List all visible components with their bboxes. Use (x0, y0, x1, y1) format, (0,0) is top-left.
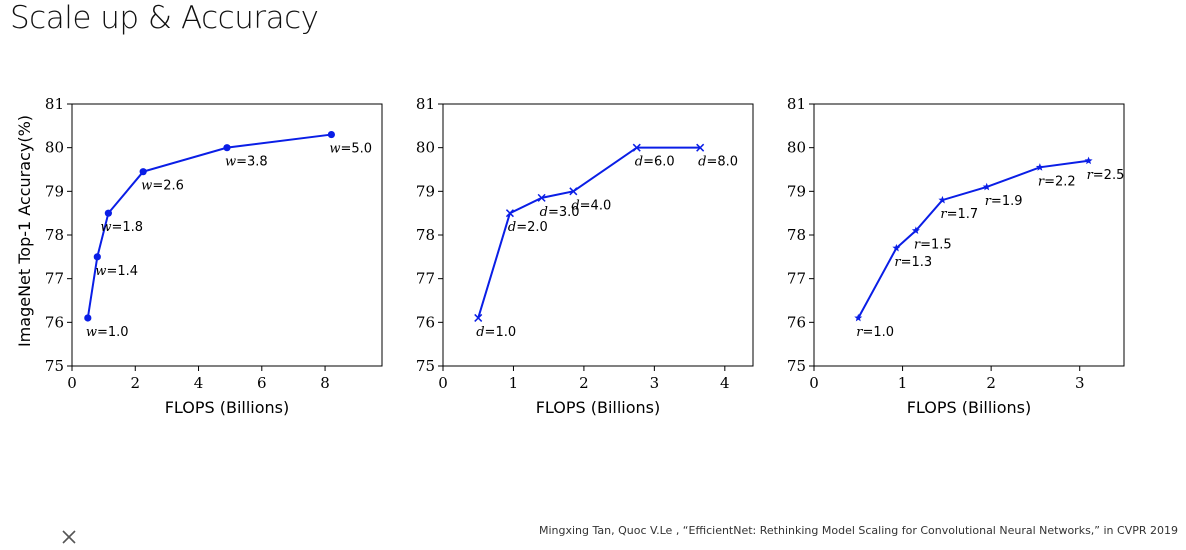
data-point (474, 313, 483, 322)
data-point (505, 209, 514, 218)
data-label: d=4.0 (571, 198, 611, 213)
x-tick-label: 3 (1075, 374, 1085, 392)
data-label: r=1.7 (940, 207, 978, 222)
x-tick-label: 2 (986, 374, 996, 392)
x-tick-label: 3 (650, 374, 660, 392)
data-label: w=1.8 (100, 220, 143, 235)
x-tick-label: 6 (257, 374, 267, 392)
data-point (982, 182, 991, 191)
y-tick-label: 77 (787, 270, 806, 288)
data-point (93, 253, 101, 261)
data-label: w=2.6 (141, 179, 184, 194)
x-tick-label: 0 (809, 374, 819, 392)
y-tick-label: 79 (45, 182, 64, 200)
y-tick-label: 81 (45, 95, 64, 113)
data-label: d=8.0 (698, 155, 738, 170)
data-point (854, 313, 863, 322)
data-label: w=5.0 (329, 142, 372, 157)
y-tick-label: 76 (45, 313, 64, 331)
x-tick-label: 1 (509, 374, 519, 392)
data-point (938, 195, 947, 204)
y-tick-label: 77 (45, 270, 64, 288)
data-label: r=2.2 (1038, 174, 1076, 189)
data-label: d=6.0 (635, 155, 675, 170)
data-label: d=3.0 (540, 205, 580, 220)
data-point (1035, 163, 1044, 171)
x-tick-label: 8 (320, 374, 330, 392)
data-point (892, 243, 901, 252)
x-tick-label: 0 (67, 374, 77, 392)
data-label: d=2.0 (508, 220, 548, 235)
y-tick-label: 78 (787, 226, 806, 244)
data-point (696, 143, 705, 152)
x-axis-label: FLOPS (Billions) (907, 398, 1032, 417)
data-point (104, 209, 112, 217)
y-tick-label: 78 (45, 226, 64, 244)
x-tick-label: 4 (720, 374, 730, 392)
data-point (1084, 156, 1093, 165)
y-tick-label: 78 (416, 226, 435, 244)
y-tick-label: 80 (787, 139, 806, 157)
x-tick-label: 4 (194, 374, 204, 392)
y-tick-label: 81 (416, 95, 435, 113)
y-tick-label: 76 (787, 313, 806, 331)
data-point (84, 314, 92, 322)
y-tick-label: 80 (416, 139, 435, 157)
y-tick-label: 76 (416, 313, 435, 331)
y-tick-label: 79 (787, 182, 806, 200)
y-tick-label: 81 (787, 95, 806, 113)
slide-title: Scale up & Accuracy (10, 0, 319, 36)
x-axis-label: FLOPS (Billions) (165, 398, 290, 417)
y-tick-label: 79 (416, 182, 435, 200)
x-tick-label: 1 (898, 374, 908, 392)
series-line (477, 146, 701, 319)
y-axis-label: ImageNet Top-1 Accuracy(%) (15, 115, 34, 347)
data-label: w=3.8 (225, 155, 268, 170)
x-tick-label: 2 (130, 374, 140, 392)
data-point (139, 168, 147, 176)
series-line (86, 133, 332, 319)
data-point (632, 143, 641, 152)
data-point (223, 144, 231, 152)
data-label: r=1.5 (914, 238, 952, 253)
data-label: r=1.9 (985, 194, 1023, 209)
citation: Mingxing Tan, Quoc V.Le , “EfficientNet:… (538, 524, 1178, 537)
x-axis-label: FLOPS (Billions) (536, 398, 661, 417)
x-tick-label: 2 (579, 374, 589, 392)
data-label: w=1.0 (86, 325, 129, 340)
data-label: d=1.0 (476, 325, 516, 340)
y-tick-label: 80 (45, 139, 64, 157)
y-tick-label: 75 (787, 357, 806, 375)
data-point (537, 193, 546, 202)
data-point (911, 226, 920, 235)
data-label: r=1.0 (856, 325, 894, 340)
y-tick-label: 75 (416, 357, 435, 375)
data-label: r=1.3 (894, 255, 932, 270)
data-label: r=2.5 (1087, 168, 1125, 183)
data-point (327, 130, 335, 139)
data-label: w=1.4 (95, 264, 138, 279)
y-tick-label: 77 (416, 270, 435, 288)
data-point (569, 187, 578, 196)
x-tick-label: 0 (438, 374, 448, 392)
close-icon[interactable] (60, 526, 80, 546)
y-tick-label: 75 (45, 357, 64, 375)
